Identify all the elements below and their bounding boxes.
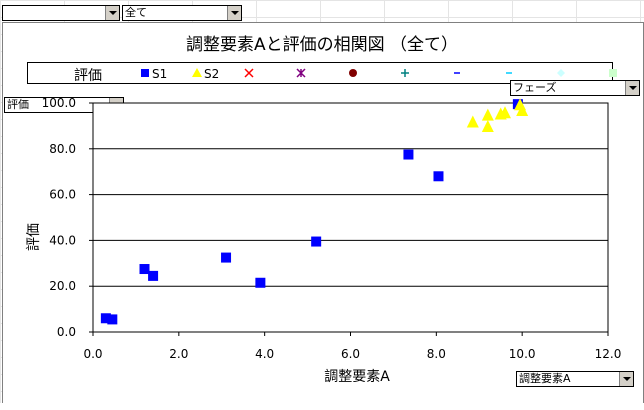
x-marker-icon	[244, 68, 254, 78]
legend-label: S2	[204, 67, 220, 81]
star-marker-icon	[296, 68, 306, 78]
legend-item: S1	[138, 63, 190, 83]
legend-title: 評価	[74, 68, 102, 84]
legend-item: S2	[190, 63, 242, 83]
dropdown-arrow-icon[interactable]	[625, 81, 639, 95]
circle-marker-icon	[349, 69, 357, 77]
legend-item	[450, 63, 502, 83]
dropdown-arrow-icon[interactable]	[227, 6, 241, 20]
legend-item	[554, 63, 606, 83]
legend-item	[502, 63, 554, 83]
chart-legend[interactable]: 評価 S1 S2	[27, 62, 617, 84]
legend-label: S1	[152, 67, 168, 81]
plus-marker-icon	[401, 69, 409, 77]
legend-item	[606, 63, 644, 83]
y-field-dropdown[interactable]: 評価	[4, 97, 124, 113]
top-filter-dropdown-2[interactable]: 全て	[122, 5, 242, 21]
chart-title: 調整要素Aと評価の相関図 （全て）	[185, 35, 459, 55]
y-field-value: 評価	[7, 98, 29, 111]
dropdown-arrow-icon[interactable]	[105, 6, 119, 20]
sheet-bottom-strip	[0, 403, 644, 410]
triangle-marker-icon	[192, 68, 202, 77]
dash-marker-icon	[454, 72, 460, 74]
square-marker-icon	[141, 69, 149, 77]
legend-item	[294, 63, 346, 83]
dropdown-arrow-icon[interactable]	[619, 372, 633, 386]
diamond-marker-icon	[557, 69, 565, 77]
top-filter-dropdown-1[interactable]	[2, 5, 120, 21]
legend-item	[398, 63, 450, 83]
dropdown-arrow-icon[interactable]	[109, 98, 123, 112]
phase-field-value: フェーズ	[513, 81, 557, 94]
x-field-dropdown[interactable]: 調整要素A	[516, 371, 634, 387]
legend-item	[242, 63, 294, 83]
top-filter-2-value: 全て	[125, 6, 147, 19]
legend-item	[346, 63, 398, 83]
square-marker-icon	[609, 69, 617, 77]
phase-field-dropdown[interactable]: フェーズ	[510, 80, 640, 96]
x-field-value: 調整要素A	[519, 372, 571, 385]
dash-marker-icon	[506, 72, 512, 74]
